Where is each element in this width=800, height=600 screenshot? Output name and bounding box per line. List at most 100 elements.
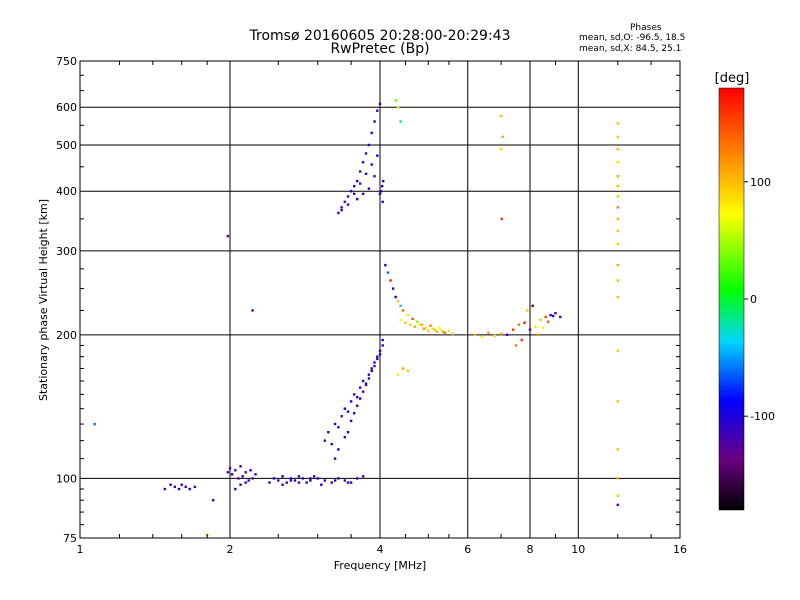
data-point — [349, 190, 353, 193]
data-point — [355, 404, 359, 407]
data-point — [289, 477, 293, 480]
data-point — [429, 324, 432, 327]
data-point — [333, 457, 337, 460]
legend-line-o: mean, sd,O: -96.5, 18.5 — [579, 33, 686, 43]
data-point — [361, 379, 365, 383]
data-point — [396, 373, 400, 376]
data-point — [247, 479, 250, 482]
data-point — [230, 473, 234, 476]
data-point — [616, 217, 619, 221]
y-tick-label: 600 — [56, 101, 77, 114]
data-point — [526, 309, 529, 312]
colorbar-tick-label: -100 — [750, 410, 775, 423]
data-point — [349, 400, 353, 403]
y-axis-title: Stationary phase Virtual Height [km] — [37, 199, 50, 401]
data-point — [343, 436, 347, 439]
data-point — [169, 483, 172, 486]
data-point — [514, 344, 518, 347]
data-point — [211, 499, 215, 502]
data-point — [251, 477, 254, 480]
data-point — [226, 471, 230, 474]
x-tick-label: 2 — [227, 543, 234, 556]
data-point — [536, 333, 540, 337]
plot-frame — [79, 60, 681, 539]
data-point — [389, 279, 392, 282]
data-point — [367, 143, 371, 147]
data-point — [373, 361, 376, 364]
data-point — [323, 479, 327, 482]
data-point — [559, 315, 562, 319]
data-point — [378, 349, 382, 353]
data-point — [272, 477, 276, 480]
data-point — [305, 481, 308, 484]
data-point — [268, 481, 271, 484]
data-point — [251, 309, 254, 312]
chart-title: Tromsø 20160605 20:28:00-20:29:43 — [249, 28, 511, 44]
data-point — [616, 175, 619, 178]
data-point — [323, 439, 327, 442]
data-point — [93, 422, 96, 426]
data-point — [493, 334, 497, 338]
data-point — [616, 122, 619, 125]
data-point — [394, 99, 397, 102]
data-point — [418, 323, 421, 326]
data-point — [616, 349, 619, 353]
data-point — [549, 313, 552, 317]
data-point — [616, 135, 619, 139]
data-point — [406, 369, 410, 373]
data-point — [505, 333, 509, 337]
data-point — [364, 383, 368, 387]
data-point — [386, 271, 390, 274]
data-point — [343, 407, 347, 410]
data-point — [346, 195, 350, 198]
data-point — [413, 325, 417, 328]
data-point — [367, 373, 371, 376]
data-point — [277, 479, 280, 482]
colorbar-tick-label: 0 — [750, 293, 757, 306]
data-point — [501, 135, 504, 139]
data-point — [364, 152, 368, 155]
data-point — [333, 479, 337, 482]
data-point — [340, 206, 343, 209]
data-point — [373, 175, 376, 178]
data-point — [352, 411, 356, 415]
data-point — [352, 192, 356, 196]
data-point — [337, 426, 340, 429]
data-point — [382, 179, 385, 183]
data-point — [554, 311, 557, 315]
data-point — [541, 326, 545, 329]
data-point — [378, 192, 382, 196]
data-point — [616, 195, 619, 198]
data-point — [616, 161, 619, 164]
data-points — [93, 99, 619, 537]
data-point — [193, 485, 197, 489]
data-point — [370, 367, 373, 370]
data-point — [340, 415, 343, 418]
data-point — [364, 172, 368, 176]
data-point — [376, 357, 379, 361]
data-point — [443, 331, 447, 334]
data-point — [355, 477, 359, 480]
y-tick-label: 200 — [56, 329, 77, 342]
data-point — [337, 448, 340, 451]
data-point — [616, 448, 619, 451]
data-point — [330, 481, 333, 484]
data-point — [320, 483, 323, 486]
data-point — [346, 481, 350, 484]
data-point — [381, 338, 384, 342]
data-point — [616, 477, 619, 480]
x-tick-label: 4 — [377, 543, 384, 556]
data-point — [451, 332, 455, 335]
data-point — [616, 229, 619, 233]
data-point — [404, 321, 407, 324]
data-point — [173, 485, 177, 489]
data-point — [520, 338, 523, 342]
data-point — [352, 393, 356, 396]
data-point — [361, 390, 365, 393]
data-point — [358, 182, 362, 185]
x-tick-label: 10 — [571, 543, 585, 556]
data-point — [316, 477, 319, 480]
data-point — [361, 475, 365, 478]
data-point — [343, 200, 347, 204]
